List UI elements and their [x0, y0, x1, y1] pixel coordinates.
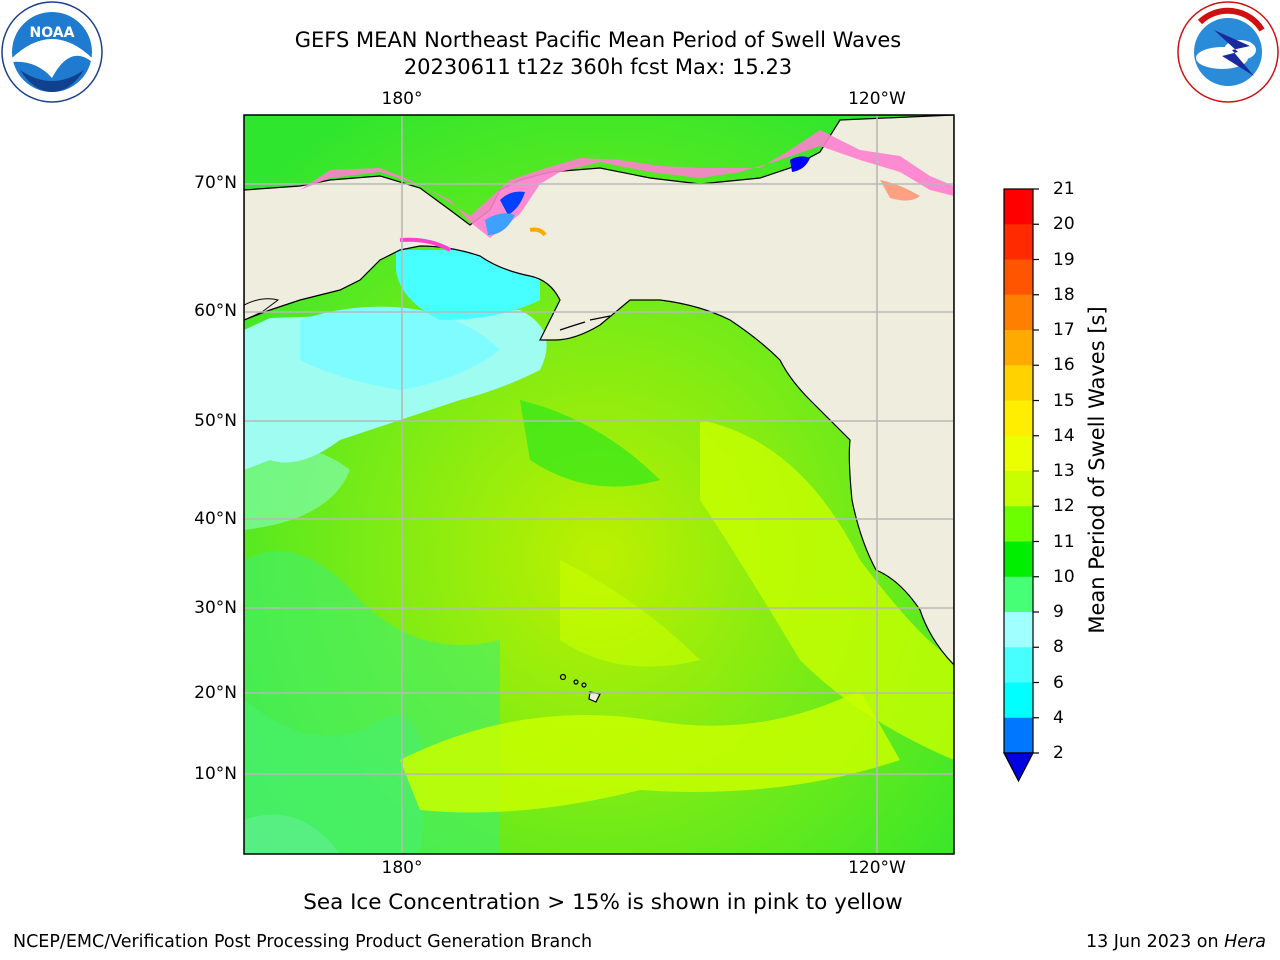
lat-label-10n: 10°N	[194, 764, 237, 784]
lat-label-60n: 60°N	[194, 301, 237, 321]
colorbar-segment	[1004, 189, 1033, 225]
colorbar-tick-label: 11	[1053, 531, 1075, 552]
colorbar-tick-label: 10	[1053, 566, 1075, 587]
colorbar-segment	[1004, 717, 1033, 754]
footer-credit: NCEP/EMC/Verification Post Processing Pr…	[13, 932, 593, 952]
noaa-logo-text: NOAA	[30, 25, 75, 41]
map-subtitle: 20230611 t12z 360h fcst Max: 15.23	[403, 55, 793, 79]
footer-machine: Hera	[1224, 932, 1266, 952]
colorbar-tick-label: 4	[1053, 707, 1064, 728]
colorbar-segment	[1004, 471, 1033, 507]
colorbar-segment	[1004, 365, 1033, 401]
colorbar-title: Mean Period of Swell Waves [s]	[1085, 306, 1109, 634]
lon-label-bottom-180: 180°	[381, 858, 423, 878]
colorbar-tick-label: 20	[1053, 214, 1075, 235]
footer-date-text: 13 Jun 2023 on	[1085, 932, 1225, 952]
colorbar-tick-label: 12	[1053, 496, 1075, 517]
colorbar-tick-label: 19	[1053, 249, 1075, 270]
colorbar-tick-label: 2	[1053, 743, 1064, 763]
colorbar	[1003, 188, 1039, 783]
lat-label-20n: 20°N	[194, 683, 237, 703]
colorbar-tick-label: 6	[1053, 672, 1064, 693]
colorbar-tick-label: 18	[1053, 284, 1075, 305]
noaa-logo: NOAA	[1, 1, 103, 103]
map-frame	[243, 114, 955, 855]
colorbar-segment	[1004, 294, 1033, 331]
lon-label-bottom-120w: 120°W	[848, 858, 906, 878]
lat-label-70n: 70°N	[194, 173, 237, 193]
colorbar-segment	[1004, 612, 1033, 648]
colorbar-tick-label: 16	[1053, 355, 1075, 376]
colorbar-tick-label: 9	[1053, 602, 1064, 622]
lat-label-50n: 50°N	[194, 411, 237, 431]
colorbar-tick-label: 15	[1053, 390, 1075, 411]
lat-label-30n: 30°N	[194, 598, 237, 618]
colorbar-segment	[1004, 682, 1033, 719]
sea-ice-note: Sea Ice Concentration > 15% is shown in …	[303, 890, 903, 915]
colorbar-segment	[1004, 576, 1033, 613]
lon-label-top-120w: 120°W	[848, 89, 906, 109]
colorbar-extend-triangle	[1003, 752, 1034, 783]
footer-date: 13 Jun 2023 on Hera	[1086, 932, 1266, 952]
colorbar-segment	[1004, 259, 1033, 296]
colorbar-segment	[1004, 400, 1033, 437]
colorbar-segment	[1004, 506, 1033, 542]
map-panel	[244, 115, 954, 854]
colorbar-segment	[1004, 647, 1033, 683]
colorbar-segment	[1004, 330, 1033, 366]
colorbar-segment	[1004, 435, 1033, 472]
colorbar-tick-label: 13	[1053, 461, 1075, 481]
colorbar-segment	[1004, 224, 1033, 260]
colorbar-tick-label: 17	[1053, 320, 1075, 340]
colorbar-tick-label: 21	[1053, 179, 1075, 199]
colorbar-segment	[1004, 541, 1033, 578]
colorbar-tick-label: 14	[1053, 425, 1075, 446]
map-gridlines	[244, 115, 954, 854]
colorbar-tick-label: 8	[1053, 637, 1064, 658]
lat-label-40n: 40°N	[194, 509, 237, 529]
map-title: GEFS MEAN Northeast Pacific Mean Period …	[294, 28, 902, 52]
lon-label-top-180: 180°	[381, 89, 423, 109]
nws-logo	[1177, 1, 1279, 103]
